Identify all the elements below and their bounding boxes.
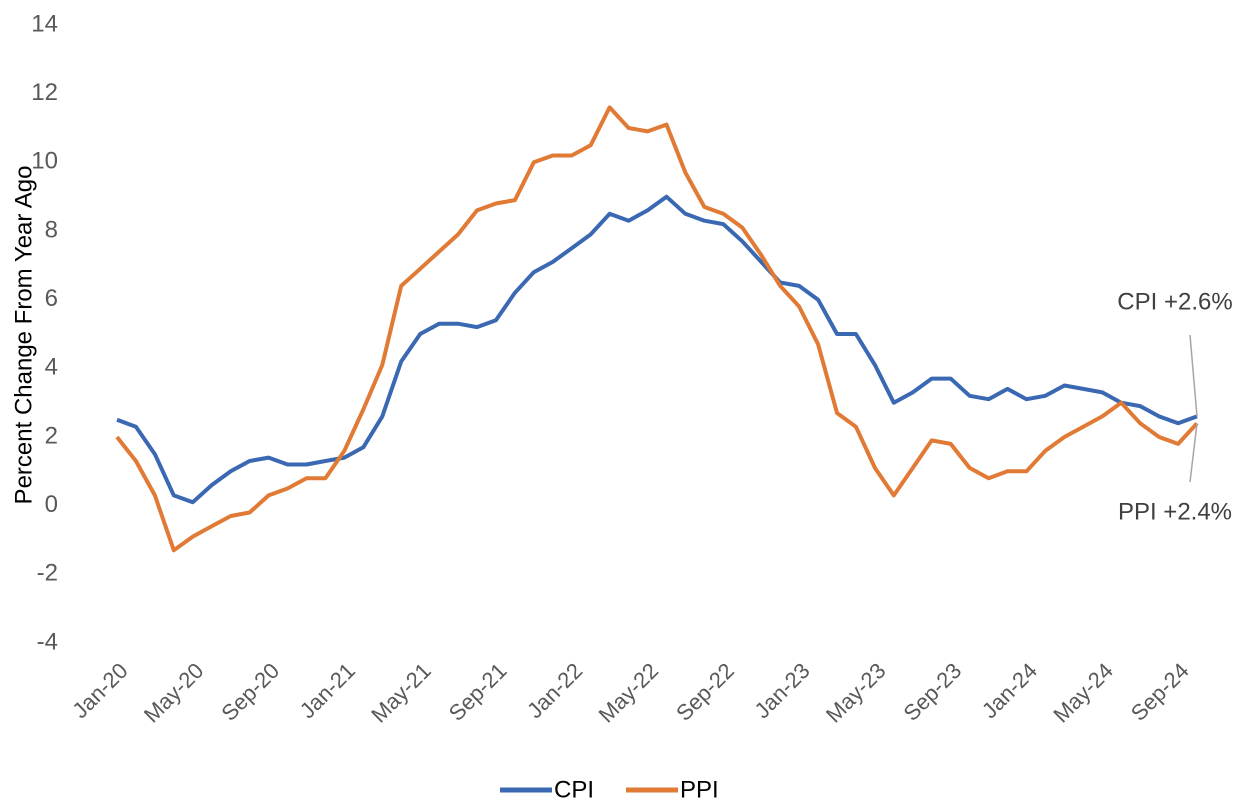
x-tick-label: Jan-21 [295,658,360,723]
y-axis-label: Percent Change From Year Ago [10,166,37,505]
x-tick-label: May-20 [139,658,209,728]
x-tick-label: Sep-22 [671,658,739,726]
legend-label: PPI [680,776,719,803]
x-tick-label: Jan-22 [522,658,587,723]
y-tick-label: -2 [37,560,58,587]
annotation: CPI +2.6% [1117,288,1232,315]
legend: CPI PPI [500,776,719,803]
x-tick-label: May-23 [821,658,891,728]
y-tick-label: 0 [45,491,58,518]
x-tick-label: May-21 [366,658,436,728]
data-line [115,105,1199,553]
y-tick-label: 4 [45,354,58,381]
x-tick-label: Sep-23 [898,658,966,726]
y-tick-label: 12 [31,79,58,106]
data-line [116,194,1198,505]
leader-line [1189,423,1198,483]
legend-label: CPI [554,776,594,803]
x-tick-label: May-22 [594,658,664,728]
x-tick-label: Sep-20 [216,658,284,726]
x-tick-label: Jan-20 [67,658,132,723]
x-tick-label: Sep-24 [1126,658,1194,726]
x-tick-label: Jan-23 [749,658,814,723]
x-tick-label: Jan-24 [977,658,1042,723]
y-tick-label: 2 [45,422,58,449]
x-tick-label: Sep-21 [444,658,512,726]
x-tick-label: May-24 [1048,658,1118,728]
y-tick-label: 10 [31,148,58,175]
annotation: PPI +2.4% [1118,498,1232,525]
y-tick-label: 8 [45,216,58,243]
y-tick-label: 14 [31,10,58,37]
y-tick-label: 6 [45,285,58,312]
leader-line [1189,334,1198,417]
y-tick-label: -4 [37,628,58,655]
